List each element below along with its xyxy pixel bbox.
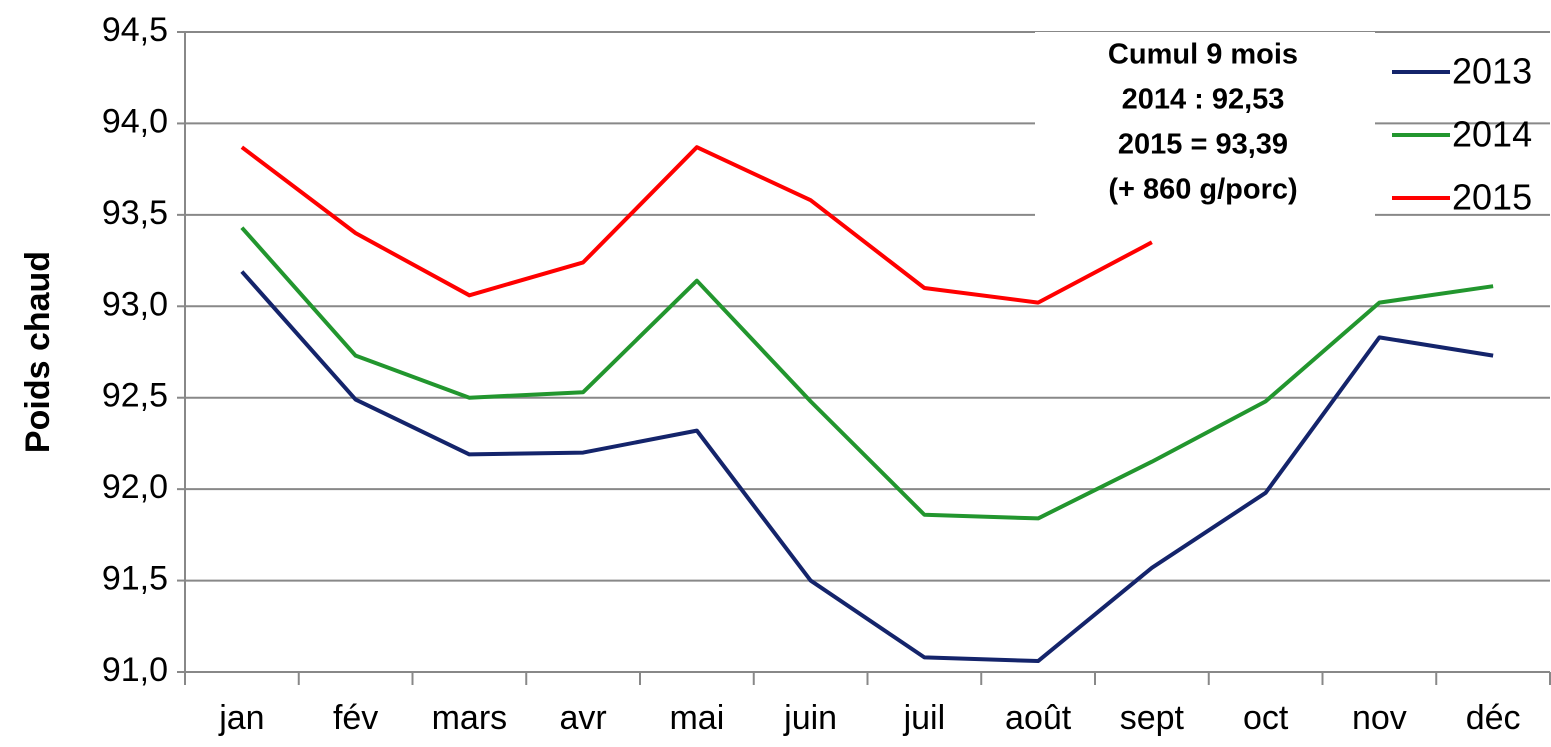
x-tick-label: mai bbox=[669, 699, 724, 737]
x-tick-label: sept bbox=[1120, 699, 1185, 737]
annotation: 2014 : 92,53 bbox=[1122, 84, 1285, 116]
x-tick-label: juil bbox=[903, 699, 946, 737]
series-line bbox=[240, 226, 1494, 521]
x-tick-label: juin bbox=[783, 699, 837, 737]
y-tick-label: 92,5 bbox=[102, 377, 168, 415]
y-axis-label: Poids chaud bbox=[19, 251, 57, 453]
y-tick-label: 92,0 bbox=[102, 468, 168, 506]
annotation: 2015 = 93,39 bbox=[1118, 129, 1288, 161]
x-tick-label: nov bbox=[1352, 699, 1407, 737]
x-tick-label: avr bbox=[560, 699, 607, 737]
y-tick-label: 93,5 bbox=[102, 194, 168, 232]
y-tick-label: 94,5 bbox=[102, 11, 168, 49]
series-line bbox=[240, 145, 1153, 305]
x-tick-label: fév bbox=[333, 699, 378, 737]
x-tick-label: déc bbox=[1466, 699, 1521, 737]
x-tick-label: mars bbox=[432, 699, 508, 737]
x-tick-label: oct bbox=[1243, 699, 1289, 737]
x-tick-label: jan bbox=[218, 699, 264, 737]
annotation: Cumul 9 mois bbox=[1108, 39, 1298, 71]
series-line bbox=[240, 270, 1494, 664]
annotation-bg bbox=[1035, 32, 1375, 222]
legend-label: 2014 bbox=[1452, 114, 1532, 155]
annotation: (+ 860 g/porc) bbox=[1108, 174, 1297, 206]
y-tick-label: 91,5 bbox=[102, 560, 168, 598]
legend-label: 2013 bbox=[1452, 51, 1532, 92]
y-tick-label: 93,0 bbox=[102, 285, 168, 323]
legend-label: 2015 bbox=[1452, 177, 1532, 218]
x-tick-label: août bbox=[1005, 699, 1072, 737]
y-tick-label: 91,0 bbox=[102, 651, 168, 689]
y-tick-label: 94,0 bbox=[102, 102, 168, 140]
